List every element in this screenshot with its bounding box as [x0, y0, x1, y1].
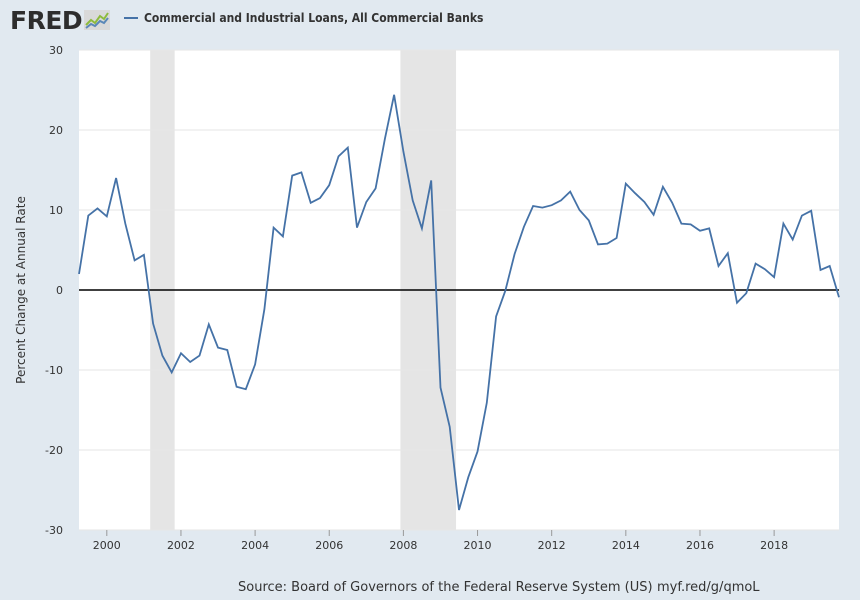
y-axis-label: Percent Change at Annual Rate: [14, 196, 28, 384]
source-text: Source: Board of Governors of the Federa…: [238, 580, 653, 595]
y-tick-label: 30: [49, 44, 63, 57]
legend-swatch: [124, 17, 138, 19]
x-tick-label: 2002: [167, 539, 195, 552]
legend-series-label: Commercial and Industrial Loans, All Com…: [144, 11, 484, 25]
x-tick-label: 2008: [389, 539, 417, 552]
y-tick-label: -20: [45, 444, 63, 457]
x-tick-label: 2012: [538, 539, 566, 552]
x-tick-label: 2006: [315, 539, 343, 552]
fred-logo[interactable]: FRED: [10, 5, 111, 35]
y-tick-label: 10: [49, 204, 63, 217]
y-tick-label: -10: [45, 364, 63, 377]
x-tick-label: 2010: [464, 539, 492, 552]
x-axis: 2000 2002 2004 2006 2008 2010 2012 2014 2016 2018: [93, 530, 788, 552]
fred-logo-chart-icon: [84, 10, 111, 30]
x-tick-label: 2004: [241, 539, 269, 552]
x-tick-label: 2016: [686, 539, 714, 552]
chart-legend[interactable]: Commercial and Industrial Loans, All Com…: [124, 11, 483, 25]
x-tick-label: 2000: [93, 539, 121, 552]
x-tick-label: 2018: [760, 539, 788, 552]
y-tick-label: 0: [56, 284, 63, 297]
short-url-link[interactable]: myf.red/g/qmoL: [657, 580, 760, 595]
y-tick-label: 20: [49, 124, 63, 137]
grid-lines: [79, 49, 839, 531]
y-tick-label: -30: [45, 524, 63, 537]
fred-logo-text: FRED: [10, 5, 83, 35]
line-chart: -30 -20 -10 0 10 20 30 2000 2002 2004 2006 2008 201…: [14, 44, 840, 552]
series-line[interactable]: [78, 94, 840, 511]
x-tick-label: 2014: [612, 539, 640, 552]
y-axis: -30 -20 -10 0 10 20 30: [45, 44, 63, 537]
